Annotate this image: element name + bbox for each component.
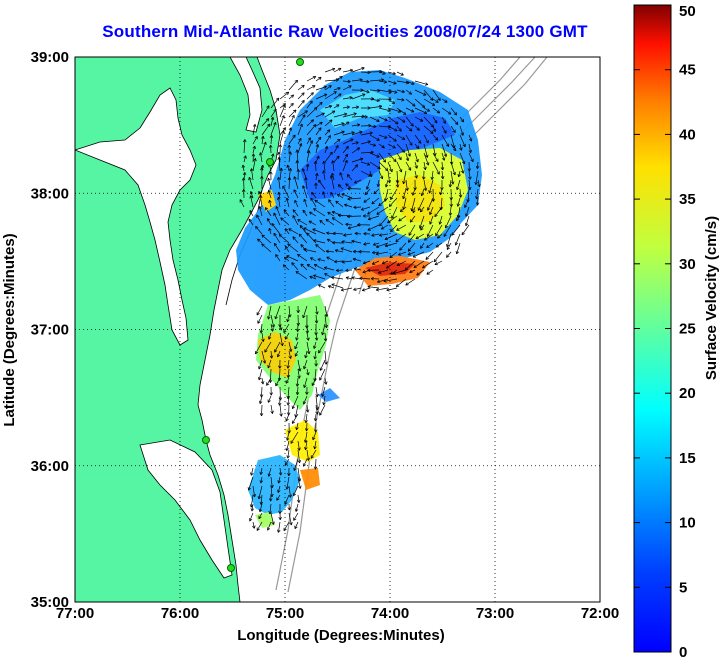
- pamlico-sound: [139, 439, 233, 579]
- velocity-vectors: [239, 66, 481, 533]
- colorbar-tick-label: 25: [679, 321, 696, 338]
- colorbar-tick-label: 40: [679, 126, 696, 143]
- y-tick-label: 39:00: [31, 49, 69, 66]
- station-marker: [266, 158, 274, 166]
- x-tick-label: 73:00: [476, 605, 514, 622]
- x-axis-label: Longitude (Degrees:Minutes): [237, 627, 445, 644]
- x-tick-label: 77:00: [56, 605, 94, 622]
- colorbar: [633, 4, 672, 653]
- map-title: Southern Mid-Atlantic Raw Velocities 200…: [102, 22, 588, 41]
- x-tick-label: 75:00: [266, 605, 304, 622]
- delaware-bay: [229, 57, 263, 133]
- y-tick-label: 36:00: [31, 458, 69, 475]
- x-tick-label: 74:00: [371, 605, 409, 622]
- colorbar-tick-label: 20: [679, 385, 696, 402]
- y-tick-label: 35:00: [31, 594, 69, 611]
- grid-lines: [75, 57, 600, 602]
- x-tick-label: 76:00: [161, 605, 199, 622]
- colorbar-tick-label: 10: [679, 515, 696, 532]
- colorbar-tick-label: 50: [679, 3, 696, 20]
- colorbar-tick-label: 30: [679, 256, 696, 273]
- y-axis-ticks: 35:00 36:00 37:00 38:00 39:00: [31, 49, 69, 611]
- x-axis-ticks: 77:00 76:00 75:00 74:00 73:00 72:00: [56, 605, 619, 622]
- colorbar-tick-label: 5: [679, 579, 687, 596]
- colorbar-tick-label: 0: [679, 644, 687, 659]
- radar-stations: [202, 58, 304, 572]
- colorbar-tick-label: 15: [679, 450, 696, 467]
- station-marker: [202, 436, 210, 444]
- colorbar-tick-label: 45: [679, 62, 696, 79]
- station-marker: [227, 564, 235, 572]
- colorbar-tick-label: 35: [679, 191, 696, 208]
- y-tick-label: 38:00: [31, 185, 69, 202]
- colorbar-label: Surface Velocity (cm/s): [703, 216, 720, 380]
- colorbar-ticks: 0 5 10 15 20 25 30 35 40 45 50: [634, 3, 696, 659]
- y-tick-label: 37:00: [31, 322, 69, 339]
- y-axis-label: Latitude (Degrees:Minutes): [1, 233, 18, 426]
- chesapeake-bay: [75, 87, 197, 346]
- plot-frame: [74, 56, 601, 603]
- x-tick-label: 72:00: [581, 605, 619, 622]
- station-marker: [296, 58, 304, 66]
